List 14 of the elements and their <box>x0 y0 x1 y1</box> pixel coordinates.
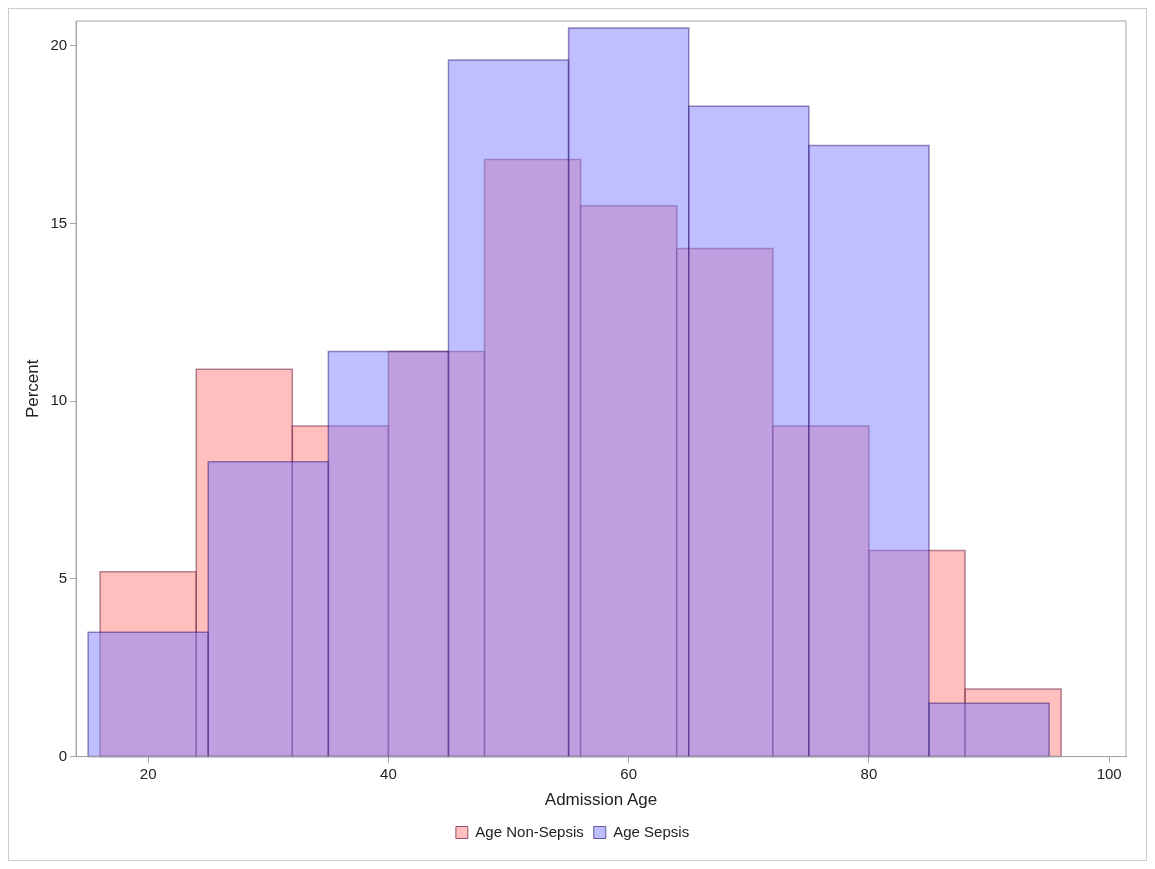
legend-label: Age Sepsis <box>613 822 690 840</box>
y-tick-label: 0 <box>58 746 68 764</box>
x-axis-title: Admission Age <box>544 790 658 810</box>
x-tick-label: 20 <box>139 764 157 782</box>
y-tick-label: 5 <box>58 569 68 587</box>
legend-label: Age Non-Sepsis <box>475 822 584 840</box>
x-tick-label: 40 <box>380 764 397 782</box>
y-axis-title: Percent <box>22 359 42 419</box>
y-tick-label: 20 <box>50 36 68 54</box>
x-tick-label: 100 <box>1096 764 1122 782</box>
y-tick-label: 15 <box>50 213 68 231</box>
x-tick-label: 60 <box>620 764 638 782</box>
y-tick-label: 10 <box>50 391 68 409</box>
x-tick-label: 80 <box>860 764 878 782</box>
